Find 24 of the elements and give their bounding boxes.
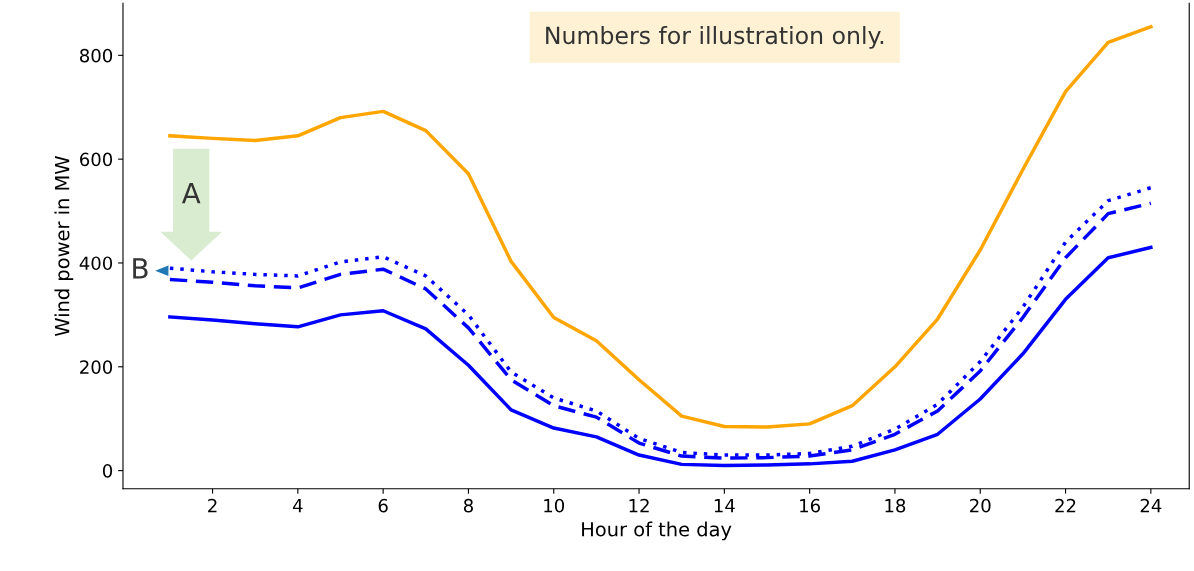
annotation: Numbers for illustration only. — [546, 25, 884, 49]
x-tick-label: 14 — [714, 499, 735, 513]
x-tick-label: 22 — [1055, 498, 1076, 513]
y-tick-label: 600 — [80, 152, 113, 167]
x-tick-label: 10 — [544, 498, 565, 513]
x-tick-label: 20 — [970, 498, 991, 513]
y-tick-label: 0 — [102, 464, 113, 478]
annotation: B — [133, 258, 148, 279]
line-series — [168, 245, 1153, 468]
y-tick-label: 400 — [79, 256, 113, 271]
annotation: A — [181, 182, 201, 204]
y-axis-title: Wind power in MW — [54, 156, 74, 337]
x-tick-label: 18 — [885, 498, 906, 513]
x-tick-label: 12 — [629, 498, 649, 513]
x-tick-label: 6 — [378, 498, 388, 513]
y-tick-label: 800 — [80, 48, 113, 63]
y-tick-label: 200 — [80, 360, 113, 374]
x-tick-label: 16 — [800, 498, 820, 513]
x-axis-title: Hour of the day — [582, 521, 732, 541]
line-series — [168, 25, 1153, 429]
x-tick-label: 2 — [208, 498, 217, 513]
x-tick-label: 4 — [292, 499, 303, 513]
x-tick-label: 24 — [1140, 498, 1162, 513]
x-tick-label: 8 — [463, 498, 473, 513]
